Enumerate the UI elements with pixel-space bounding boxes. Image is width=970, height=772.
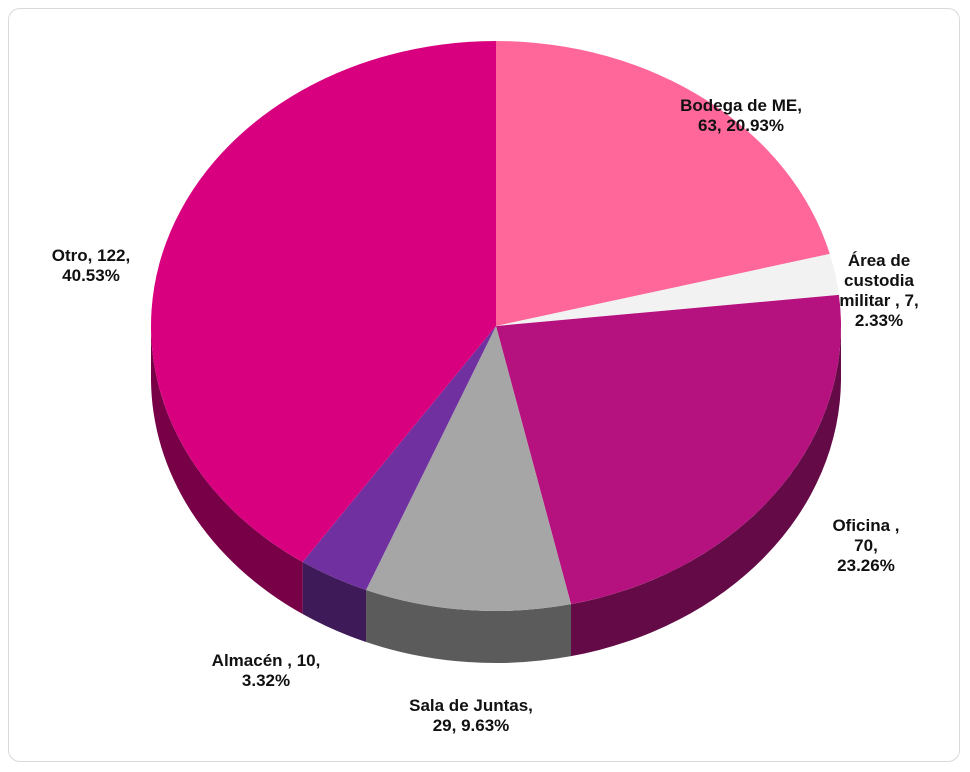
pie-slice <box>366 326 572 611</box>
pie-slice-side <box>151 326 303 615</box>
chart <box>150 41 842 664</box>
pie-slice <box>496 41 830 326</box>
pie-slice-side <box>571 326 842 657</box>
data-label: Almacén , 10, 3.32% <box>211 651 321 690</box>
pie-slice <box>302 326 496 591</box>
data-label: Bodega de ME, 63, 20.93% <box>680 96 802 135</box>
data-label: Otro, 122, 40.53% <box>51 246 131 285</box>
pie-slice <box>496 253 839 326</box>
data-label: Área de custodia militar , 7, 2.33% <box>839 251 919 330</box>
pie-slice-side <box>302 562 367 643</box>
pie-slice <box>496 294 841 605</box>
pie-slice-side <box>366 590 572 664</box>
data-label: Sala de Juntas, 29, 9.63% <box>409 696 533 735</box>
pie-slice <box>150 41 496 563</box>
data-label: Oficina , 70, 23.26% <box>832 516 900 575</box>
chart-card: Bodega de ME, 63, 20.93% Área de custodia… <box>8 8 960 762</box>
